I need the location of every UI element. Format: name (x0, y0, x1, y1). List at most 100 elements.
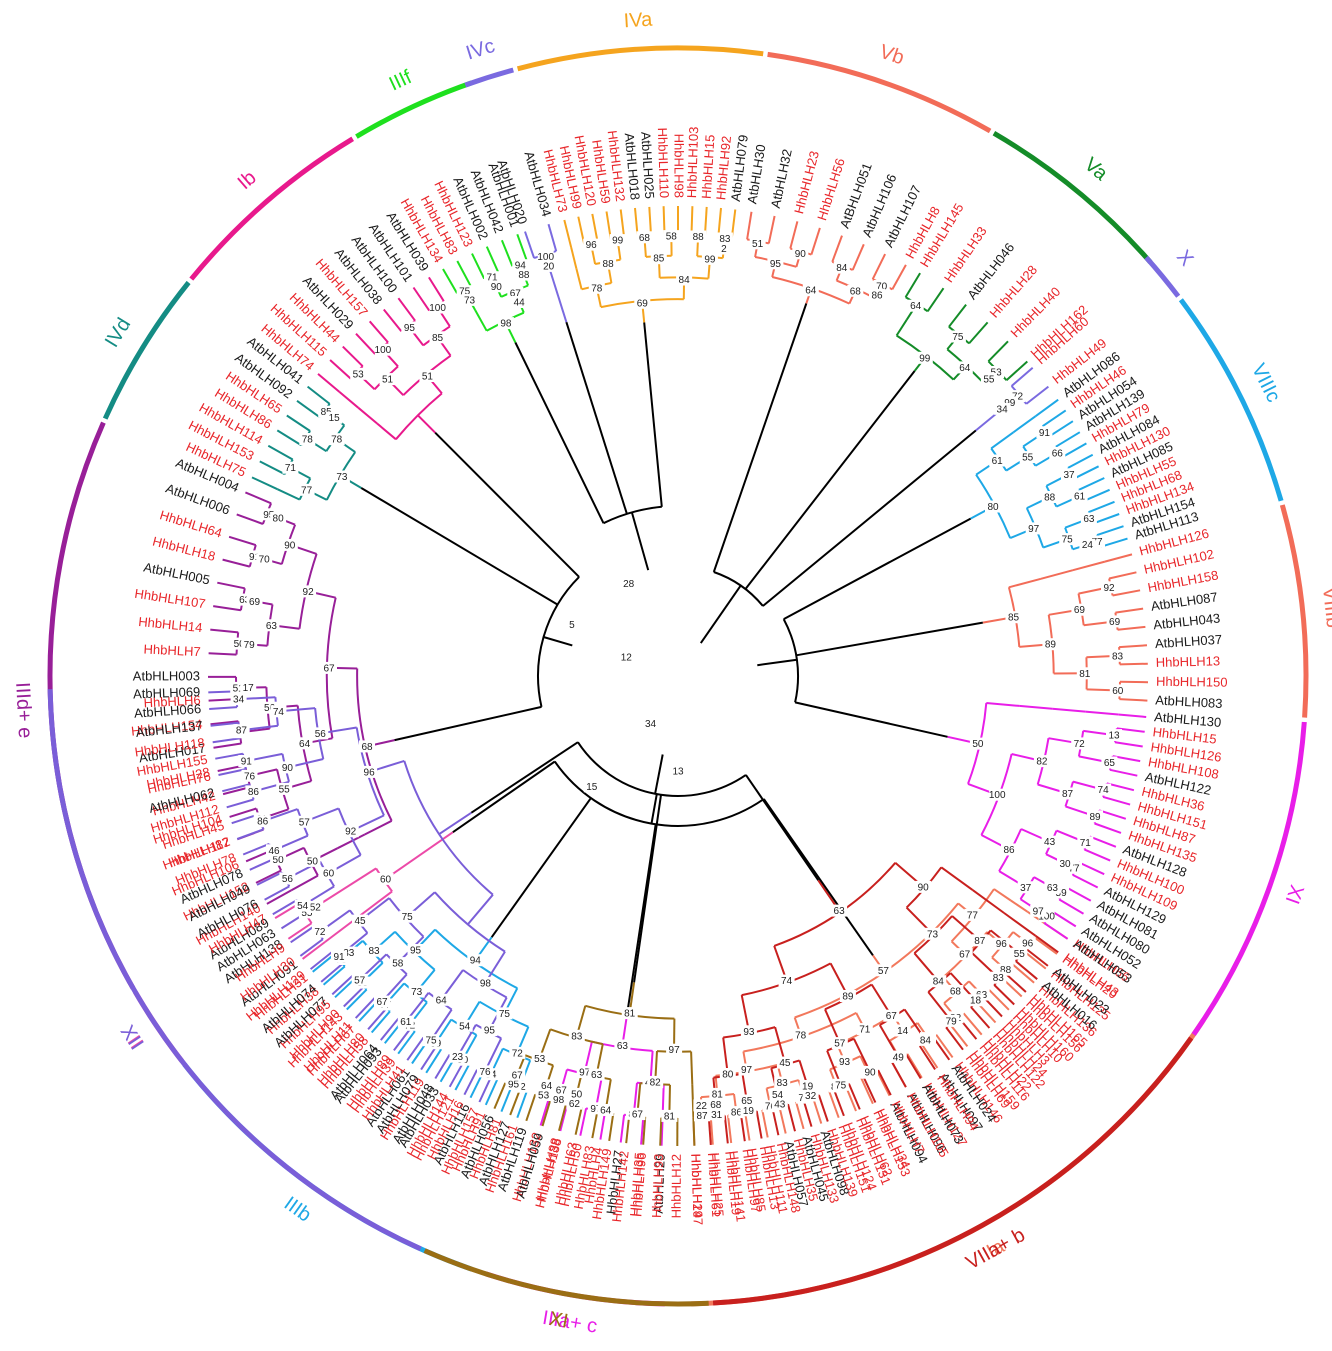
bootstrap-bg (799, 1080, 816, 1092)
bootstrap-value: 85 (653, 254, 665, 265)
bootstrap-bg (647, 1076, 664, 1089)
branch (331, 974, 354, 996)
bootstrap-bg (1071, 490, 1088, 503)
branch (454, 1064, 470, 1091)
bootstrap-value: 64 (436, 995, 448, 1006)
bootstrap-bg (634, 296, 651, 309)
branch (1089, 835, 1117, 848)
bootstrap-bg (956, 361, 973, 374)
bootstrap-bg (1076, 667, 1093, 680)
bootstrap-bg (241, 769, 258, 782)
bootstrap-bg (246, 595, 263, 608)
branch (397, 297, 416, 322)
bootstrap-bg (839, 990, 856, 1002)
branch (1012, 415, 1037, 434)
bootstrap-bg (331, 950, 347, 963)
branch (442, 268, 458, 294)
bootstrap-value: 13 (1108, 731, 1120, 742)
bootstrap-value: 83 (719, 234, 731, 245)
tip-label: HhbHLH15 (699, 134, 718, 199)
bootstrap-bg (890, 1050, 907, 1063)
branch (1115, 607, 1144, 614)
bootstrap-value: 43 (1044, 837, 1056, 848)
bootstrap-value: 87 (236, 726, 248, 737)
subfamily-arc (102, 280, 191, 420)
bootstrap-value: 91 (333, 952, 345, 963)
backbone-branch (565, 321, 628, 515)
bootstrap-value: 54 (772, 1090, 784, 1101)
branch (847, 1083, 861, 1110)
branch (337, 833, 366, 850)
bootstrap-value: 78 (591, 283, 603, 294)
backbone-branch (394, 705, 542, 742)
branch (659, 1117, 663, 1146)
branch (1008, 577, 1042, 589)
bootstrap-value: 64 (959, 363, 971, 374)
tip-label: HhbHLH19 (722, 1150, 744, 1216)
bootstrap-bg (1011, 947, 1028, 960)
bootstrap-bg (749, 237, 766, 250)
branch (579, 1108, 588, 1136)
bootstrap-value: 56 (264, 703, 276, 714)
bootstrap-value: 69 (637, 298, 649, 309)
bootstrap-bg (553, 1083, 570, 1096)
bootstrap-value: 95 (508, 1080, 520, 1091)
bootstrap-bg (676, 273, 693, 286)
bootstrap-value: 33 (343, 948, 355, 959)
branch (707, 1116, 712, 1145)
bootstrap-value: 50 (571, 1089, 583, 1100)
branch (208, 652, 237, 656)
branch (312, 953, 336, 973)
bootstrap-value: 90 (918, 882, 930, 893)
branch (1118, 713, 1147, 718)
bootstrap-value: 86 (731, 1108, 743, 1119)
tip-label: AtbHLH018 (622, 132, 643, 200)
bootstrap-bg (990, 971, 1007, 984)
bootstrap-value: 54 (297, 901, 309, 912)
bootstrap-value: 23 (452, 1052, 464, 1063)
tip-label: HhbHLH93 (649, 1153, 666, 1218)
bootstrap-bg (429, 301, 446, 314)
bootstrap-value: 69 (249, 597, 261, 608)
branch (1055, 431, 1081, 448)
bootstrap-bg (1071, 603, 1088, 616)
bootstrap-bg (408, 985, 425, 998)
bootstrap-bg (956, 948, 973, 961)
backbone-branch (712, 303, 808, 573)
bootstrap-value: 98 (480, 978, 492, 989)
bootstrap-value: 99 (919, 353, 931, 364)
bootstrap-bg (1030, 904, 1047, 917)
bootstrap-value: 72 (1074, 739, 1086, 750)
branch (255, 869, 282, 884)
bootstrap-value: 86 (871, 290, 883, 301)
bootstrap-bg (352, 914, 368, 927)
bootstrap-bg (614, 1039, 631, 1052)
bootstrap-bg (1095, 783, 1112, 796)
branch (940, 866, 974, 891)
branch (509, 1088, 522, 1116)
bootstrap-value: 46 (268, 846, 280, 857)
bootstrap-bg (351, 973, 368, 986)
branch (1061, 442, 1087, 459)
subfamily-label: IIIb (280, 1192, 315, 1226)
branch (267, 444, 294, 461)
branch (434, 1053, 451, 1080)
bootstrap-value: 31 (711, 1110, 723, 1121)
bootstrap-bg (740, 1104, 757, 1117)
bootstrap-bg (342, 825, 359, 838)
bootstrap-bg (461, 293, 478, 306)
branch (406, 1036, 425, 1061)
bootstrap-value: 59 (1056, 888, 1068, 899)
branch (229, 807, 257, 818)
branch (1098, 809, 1127, 820)
bootstrap-bg (708, 1108, 725, 1121)
bootstrap-bg (588, 281, 605, 294)
tip-label: HhbHLH35 (627, 1152, 647, 1217)
bootstrap-bg (650, 252, 667, 265)
bootstrap-bg (456, 1019, 473, 1032)
branch (767, 215, 776, 244)
branch (634, 207, 639, 236)
bootstrap-bg (1101, 581, 1117, 594)
branch (692, 1117, 696, 1146)
bootstrap-bg (481, 1024, 498, 1036)
